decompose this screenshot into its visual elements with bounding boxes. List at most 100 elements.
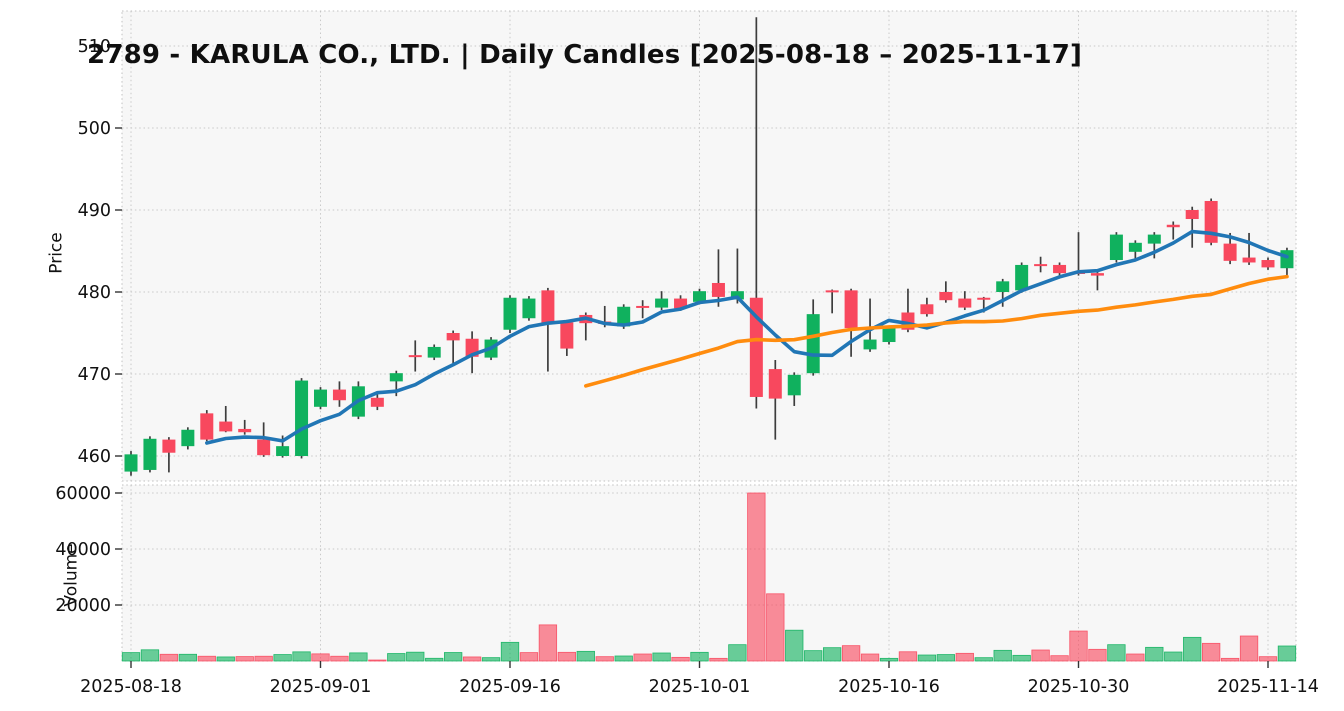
volume-bar [425, 657, 444, 662]
volume-bar [766, 593, 785, 662]
volume-bar [823, 647, 842, 662]
date-tick-label: 2025-09-16 [459, 677, 561, 697]
candle-down [1090, 273, 1104, 276]
volume-bar [879, 657, 899, 662]
candle-down [768, 369, 782, 399]
date-tick-label: 2025-10-16 [838, 677, 940, 697]
candle-up [1280, 250, 1294, 269]
volume-bar [178, 653, 198, 662]
volume-bar [330, 655, 349, 662]
candle-down [560, 322, 574, 349]
date-tick-label: 2025-10-30 [1028, 677, 1130, 697]
ma25-line [584, 274, 1289, 388]
candle-up [1128, 242, 1142, 252]
volume-bar [1088, 648, 1107, 662]
volume-bar [955, 652, 974, 662]
volume-bar [292, 651, 311, 662]
volume-bar [1277, 645, 1297, 662]
volume-bar [1050, 655, 1069, 662]
candle-up [427, 346, 441, 358]
volume-bar [1012, 654, 1031, 662]
volume-bar [1183, 636, 1202, 662]
price-tick-label: 460 [78, 447, 111, 467]
volume-bar [368, 659, 387, 662]
volume-bar [595, 656, 614, 662]
candle-up [143, 438, 157, 470]
candle-down [1261, 260, 1275, 268]
candle-down [238, 428, 252, 433]
candle-up [181, 429, 195, 447]
volume-bar [159, 653, 179, 662]
volume-bar [1239, 635, 1259, 662]
volume-bar [747, 492, 766, 662]
candle-down [370, 397, 384, 407]
candle-up [863, 339, 877, 350]
date-tick-label: 2025-09-01 [270, 677, 372, 697]
volume-bar [1107, 644, 1126, 662]
candle-down [1034, 264, 1048, 267]
volume-bar [690, 651, 709, 662]
volume-bar [1258, 656, 1278, 662]
candle-down [939, 292, 953, 301]
panels [122, 11, 1296, 661]
volume-bar [273, 654, 292, 662]
volume-bar [140, 649, 160, 662]
volume-bars-group [121, 492, 1297, 662]
candle-up [276, 446, 290, 456]
volume-bar [216, 656, 235, 662]
volume-bar [121, 652, 141, 662]
candle-up [806, 314, 820, 374]
volume-bar [349, 652, 368, 662]
volume-bar [860, 653, 880, 662]
volume-bar [519, 652, 539, 662]
volume-bar [500, 641, 520, 662]
candle-up [295, 380, 309, 456]
volume-bar [804, 650, 823, 662]
candle-up [1109, 234, 1123, 261]
price-tick-label: 510 [78, 37, 111, 57]
candle-up [617, 306, 631, 327]
candle-up [1147, 234, 1161, 244]
chart-title: 2789 - KARULA CO., LTD. | Daily Candles … [87, 40, 1083, 70]
candle-up [389, 373, 403, 382]
candle-down [446, 333, 460, 341]
candles-group [124, 17, 1294, 476]
candle-down [200, 413, 214, 440]
date-tick-label: 2025-08-18 [80, 677, 182, 697]
volume-bar [1220, 657, 1240, 662]
candle-down [1242, 257, 1256, 263]
volume-bar [1069, 630, 1088, 662]
volume-bar [1145, 646, 1164, 662]
volume-bar [1031, 649, 1050, 662]
volume-bar [235, 656, 254, 662]
candle-down [332, 389, 346, 401]
price-axis-label: Price [46, 232, 67, 274]
candle-up [882, 328, 896, 343]
volume-tick-label: 40000 [55, 540, 111, 560]
volume-bar [614, 655, 633, 662]
candle-down [1185, 210, 1199, 220]
candle-down [958, 298, 972, 308]
volume-bar [709, 657, 728, 662]
candle-down [408, 355, 422, 358]
candle-up [787, 374, 801, 396]
candle-down [636, 305, 650, 308]
candle-up [503, 297, 517, 330]
candle-down [674, 298, 688, 309]
candle-down [977, 297, 991, 300]
volume-bar [254, 655, 273, 662]
volume-tick-label: 20000 [55, 596, 111, 616]
candle-down [162, 439, 176, 453]
volume-bar [633, 653, 652, 662]
volume-bar [728, 644, 747, 662]
candle-down [749, 297, 763, 397]
volume-bar [1164, 651, 1183, 662]
volume-tick-label: 60000 [55, 484, 111, 504]
volume-bar [785, 629, 804, 662]
volume-bar [406, 651, 425, 662]
volume-bar [462, 656, 482, 662]
volume-bar [917, 654, 937, 662]
candle-down [711, 282, 725, 297]
volume-panel [122, 485, 1296, 661]
